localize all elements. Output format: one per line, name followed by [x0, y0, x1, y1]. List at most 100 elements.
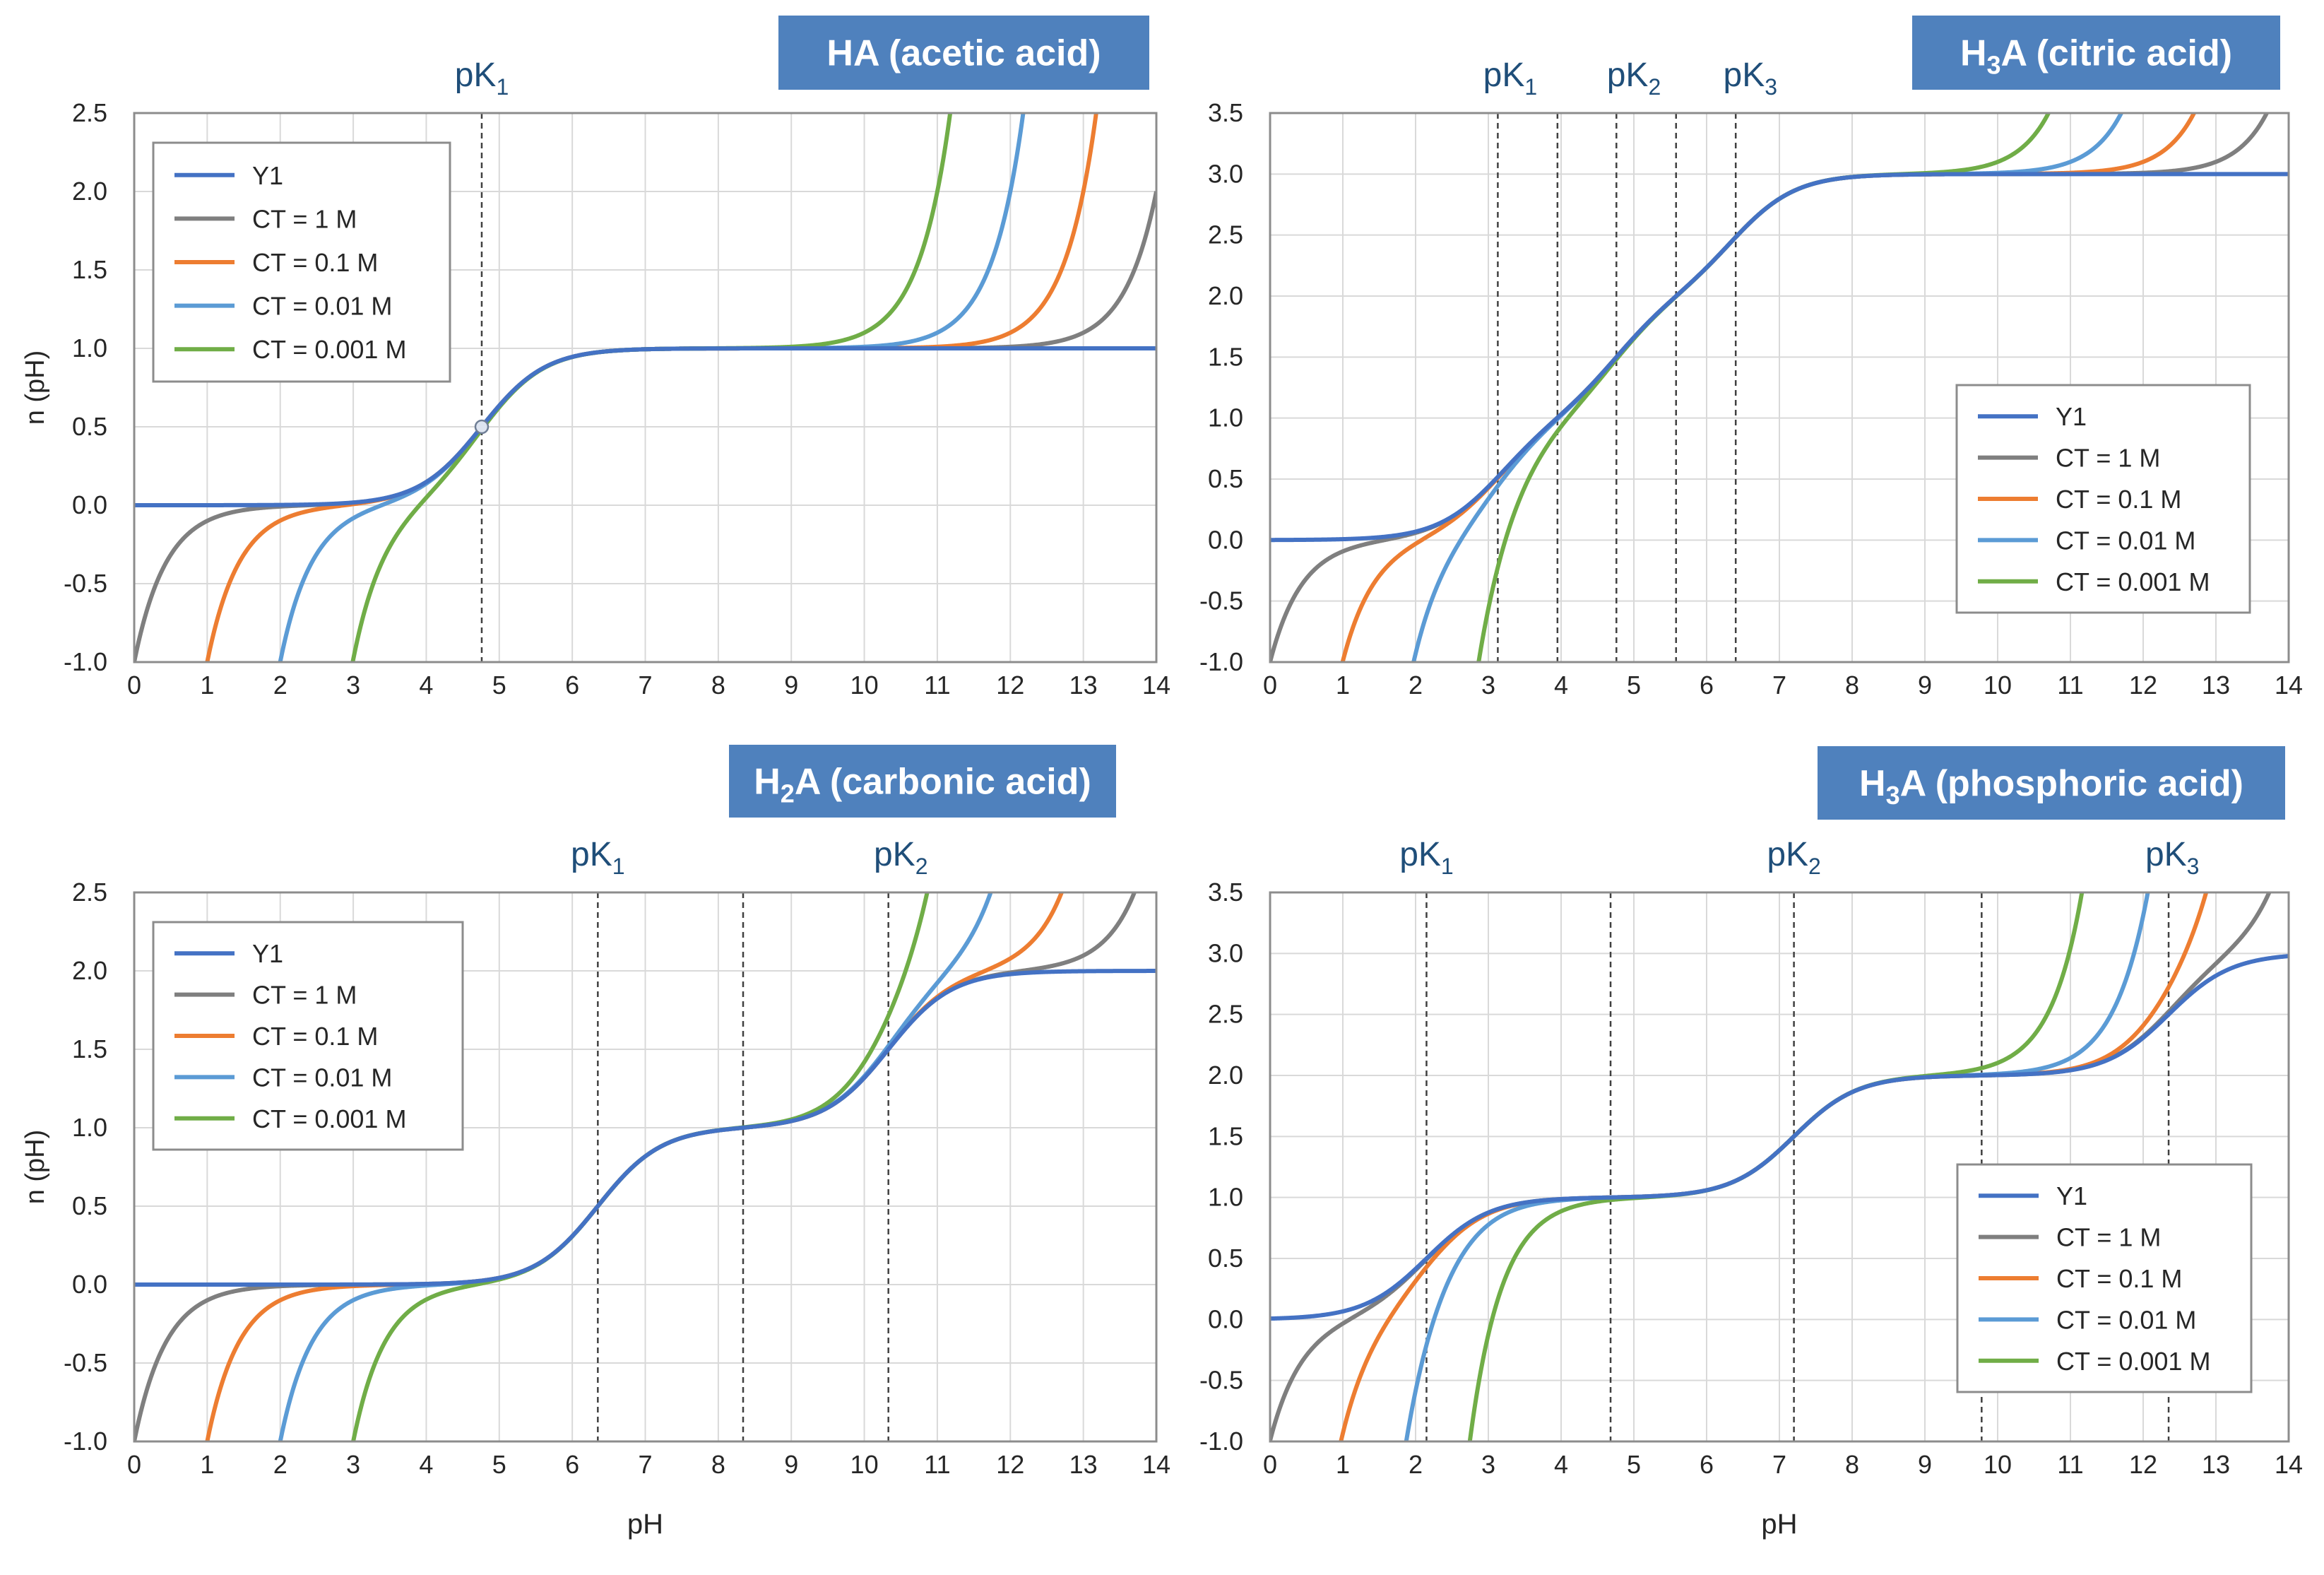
chart-title-box — [778, 16, 1149, 90]
legend-label-ct-1-m: CT = 1 M — [252, 204, 357, 233]
y-tick-label: 3.0 — [1208, 938, 1243, 967]
legend-label-ct-1-m: CT = 1 M — [252, 981, 357, 1010]
legend-label-ct-0-1-m: CT = 0.1 M — [252, 248, 378, 277]
y-tick-label: 2.5 — [72, 878, 107, 907]
y-tick-label: 1.5 — [72, 255, 107, 284]
x-tick-label: 5 — [1627, 671, 1641, 700]
y-tick-label: 3.5 — [1208, 98, 1243, 127]
y-tick-label: 0.5 — [1208, 1244, 1243, 1273]
legend-label-ct-0-01-m: CT = 0.01 M — [252, 1063, 392, 1092]
x-tick-label: 3 — [1481, 1450, 1495, 1479]
legend-label-ct-0-1-m: CT = 0.1 M — [2056, 485, 2181, 514]
y-tick-label: -1.0 — [64, 647, 107, 676]
plot-border — [133, 112, 1158, 663]
x-tick-label: 4 — [419, 1450, 433, 1479]
x-tick-label: 5 — [1627, 1450, 1641, 1479]
x-tick-label: 11 — [2057, 671, 2083, 700]
x-tick-label: 3 — [346, 671, 360, 700]
chart-panel-phosphoric: 0 1 2 3 4 5 6 7 8 9 10 11 12 13 14-1.0-0.50.00.51.01.5… — [1199, 746, 2303, 1540]
y-tick-label: 2.0 — [1208, 281, 1243, 310]
x-tick-label: 2 — [273, 1450, 287, 1479]
y-tick-label: 1.0 — [72, 1113, 107, 1142]
y-tick-label: 2.0 — [72, 177, 107, 206]
x-tick-label: 4 — [1554, 1450, 1568, 1479]
x-tick-label: 5 — [492, 1450, 506, 1479]
y-tick-label: 0.0 — [1208, 1304, 1243, 1333]
x-tick-label: 4 — [1554, 671, 1568, 700]
legend-label-ct-0-001-m: CT = 0.001 M — [2056, 1347, 2210, 1376]
x-tick-label: 12 — [996, 1450, 1024, 1479]
chart-title-box — [1818, 746, 2285, 820]
y-tick-label: 0.5 — [72, 412, 107, 441]
y-tick-label: -0.5 — [64, 1348, 107, 1377]
x-tick-label: 10 — [850, 671, 879, 700]
legend-label-y1: Y1 — [252, 161, 283, 190]
y-tick-label: -0.5 — [64, 569, 107, 598]
legend-box — [152, 141, 451, 383]
x-tick-label: 7 — [1772, 1450, 1786, 1479]
plot-border — [1269, 112, 2290, 663]
x-tick-label: 6 — [1700, 671, 1714, 700]
x-axis-title: pH — [1761, 1509, 1797, 1540]
series-line-y1 — [134, 346, 1156, 507]
pk-label: pK2 — [1607, 57, 1661, 100]
x-tick-label: 13 — [2202, 671, 2230, 700]
x-tick-label: 8 — [711, 671, 725, 700]
half-equivalence-marker — [474, 419, 490, 435]
chart-panel-acetic: 0 1 2 3 4 5 6 7 8 9 10 11 12 13 14-1.0-0.50.00.51.01.5… — [20, 16, 1170, 700]
x-tick-label: 9 — [784, 671, 798, 700]
x-tick-label: 10 — [850, 1450, 879, 1479]
y-tick-label: 2.5 — [1208, 1000, 1243, 1029]
legend-label-ct-0-01-m: CT = 0.01 M — [252, 292, 392, 321]
x-tick-label: 10 — [1984, 671, 2012, 700]
x-tick-label: 9 — [784, 1450, 798, 1479]
y-tick-label: -1.0 — [1199, 1427, 1243, 1456]
plot-border — [1269, 891, 2290, 1443]
y-tick-label: 1.5 — [1208, 1121, 1243, 1150]
pk-label: pK3 — [2145, 836, 2200, 879]
x-tick-label: 1 — [1336, 671, 1350, 700]
y-tick-label: 0.0 — [1208, 525, 1243, 554]
legend-label-ct-1-m: CT = 1 M — [2056, 1223, 2161, 1252]
y-axis-title: n (pH) — [20, 1130, 50, 1205]
y-tick-label: 3.0 — [1208, 159, 1243, 188]
x-tick-label: 2 — [1409, 1450, 1423, 1479]
x-tick-label: 2 — [273, 671, 287, 700]
x-tick-label: 8 — [1845, 671, 1859, 700]
pk-label: pK1 — [1399, 836, 1454, 879]
x-tick-label: 5 — [492, 671, 506, 700]
series-line-y1 — [1270, 172, 2289, 543]
chart-title: H3A (phosphoric acid) — [1859, 763, 2243, 810]
legend-label-ct-0-001-m: CT = 0.001 M — [2056, 567, 2210, 596]
y-tick-label: 0.0 — [72, 490, 107, 519]
y-tick-label: 1.5 — [1208, 342, 1243, 371]
legend-label-ct-0-001-m: CT = 0.001 M — [252, 1104, 406, 1133]
chart-panel-carbonic: 0 1 2 3 4 5 6 7 8 9 10 11 12 13 14-1.0-0.50.00.51.01.5… — [20, 745, 1170, 1540]
x-tick-label: 11 — [924, 671, 950, 700]
legend: Y1 CT = 1 M CT = 0.1 M CT = 0.01 M CT = 0.00… — [1955, 384, 2251, 614]
x-tick-label: 13 — [2202, 1450, 2230, 1479]
x-tick-label: 14 — [2275, 1450, 2303, 1479]
chart-title-box — [1912, 16, 2280, 90]
y-tick-label: 2.5 — [1208, 220, 1243, 249]
x-tick-label: 7 — [638, 1450, 652, 1479]
chart-title: HA (acetic acid) — [826, 33, 1101, 74]
legend-label-ct-0-01-m: CT = 0.01 M — [2056, 1305, 2196, 1334]
x-tick-label: 6 — [1700, 1450, 1714, 1479]
legend-label-ct-0-01-m: CT = 0.01 M — [2056, 526, 2195, 555]
x-tick-label: 8 — [711, 1450, 725, 1479]
x-tick-label: 1 — [1336, 1450, 1350, 1479]
legend-label-ct-0-1-m: CT = 0.1 M — [2056, 1264, 2182, 1293]
y-tick-label: 3.5 — [1208, 878, 1243, 907]
legend: Y1 CT = 1 M CT = 0.1 M CT = 0.01 M CT = 0.00… — [152, 921, 464, 1151]
legend-label-ct-1-m: CT = 1 M — [2056, 444, 2160, 473]
x-tick-label: 8 — [1845, 1450, 1859, 1479]
x-tick-label: 6 — [565, 1450, 579, 1479]
chart-title-box — [729, 745, 1116, 818]
y-tick-label: -1.0 — [64, 1427, 107, 1456]
x-tick-label: 7 — [638, 671, 652, 700]
x-tick-label: 14 — [1142, 671, 1170, 700]
x-tick-label: 12 — [2129, 1450, 2157, 1479]
